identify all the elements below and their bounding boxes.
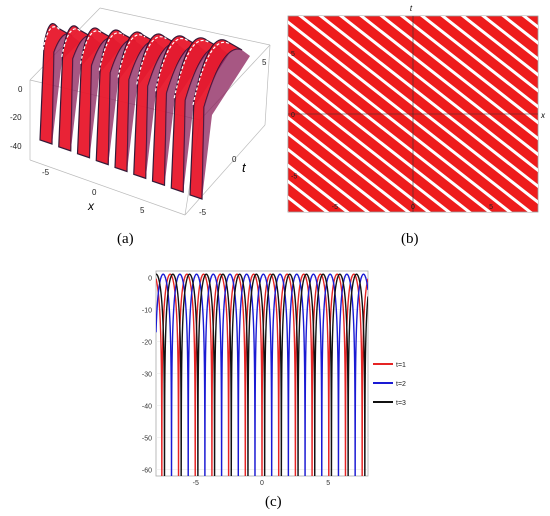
- density-band: [280, 0, 550, 4]
- y-tick-label: -10: [142, 307, 152, 314]
- density-band: [288, 179, 330, 212]
- surface-ridge-shade: [202, 49, 250, 199]
- surface-box-edge: [264, 44, 271, 126]
- x-tick-label: 0: [411, 204, 415, 211]
- z-tick-label: -40: [10, 142, 22, 151]
- x-tick-label: -5: [193, 480, 199, 487]
- surface-ridge-highlight: [136, 36, 167, 85]
- x-tick-label: -5: [332, 204, 338, 211]
- surface-ridge-highlight: [61, 28, 82, 57]
- x-tick-label: 5: [326, 480, 330, 487]
- surface-box-edge: [99, 7, 271, 46]
- density-band: [419, 16, 538, 109]
- x-tick-label: 0: [92, 188, 97, 197]
- density-band: [288, 163, 350, 212]
- surface-plot-a: 0 -20 -40 -5 0 5 5 0 -5 x t: [10, 7, 271, 217]
- surface-ridge-highlight: [79, 30, 103, 64]
- surface-ridge-shade: [108, 39, 144, 165]
- axis-label-x: x: [540, 111, 546, 120]
- x-tick-label: 5: [140, 206, 145, 215]
- y-tick-label: -50: [142, 436, 152, 443]
- surface-ridge-shade: [52, 34, 80, 144]
- y-tick-label: -20: [142, 339, 152, 346]
- density-band: [460, 16, 538, 77]
- surface-ridge-shade: [183, 47, 229, 193]
- series-line-t=2: [156, 273, 368, 476]
- axis-label-t: t: [242, 160, 247, 175]
- axis-label-t: t: [410, 4, 413, 13]
- y-tick-label: 5: [291, 51, 295, 58]
- x-tick-label: 0: [260, 480, 264, 487]
- density-band: [501, 16, 538, 45]
- caption-a: (a): [117, 231, 134, 247]
- surface-ridge-shade: [164, 45, 208, 186]
- axis-label-x: x: [87, 199, 95, 213]
- series-line-t=1: [156, 273, 368, 476]
- y-tick-label: -30: [142, 372, 152, 379]
- density-band: [280, 221, 550, 225]
- y-tick-label: 0: [148, 275, 152, 282]
- line-chart-c: 0-10-20-30-40-50-60-5 0 5 t=1t=2t=3: [142, 270, 406, 487]
- t-tick-label: 5: [262, 58, 267, 67]
- y-tick-label: -5: [291, 173, 297, 180]
- t-tick-label: -5: [199, 208, 207, 217]
- density-band: [288, 115, 411, 212]
- z-tick-label: -20: [10, 113, 22, 122]
- caption-b: (b): [401, 231, 419, 247]
- surface-ridge-shade: [127, 41, 165, 172]
- density-band: [480, 16, 538, 61]
- surface-ridge-highlight: [117, 34, 146, 78]
- surface-box-edge: [29, 159, 186, 216]
- x-tick-label: 5: [489, 204, 493, 211]
- surface-ridge-highlight: [42, 26, 61, 51]
- density-plot-b: -5 0 5 -5 0 5 t x: [280, 0, 550, 225]
- surface-ridge-highlight: [154, 38, 188, 92]
- surface-box-edge: [184, 124, 266, 216]
- legend-label: t=1: [396, 362, 406, 369]
- y-tick-label: -40: [142, 404, 152, 411]
- density-band: [288, 147, 371, 212]
- t-tick-label: 0: [232, 155, 237, 164]
- y-tick-label: 0: [291, 112, 295, 119]
- surface-ridge-shade: [145, 43, 187, 179]
- surface-ridge-shade: [89, 37, 123, 158]
- z-tick-label: 0: [18, 85, 23, 94]
- density-band: [288, 131, 391, 212]
- density-band: [440, 16, 538, 93]
- legend-label: t=3: [396, 400, 406, 407]
- caption-c: (c): [265, 494, 282, 510]
- x-tick-label: -5: [42, 168, 50, 177]
- surface-ridge-highlight: [98, 32, 125, 71]
- series-line-t=3: [156, 273, 368, 476]
- surface-ridge-highlight: [173, 40, 210, 99]
- surface-ridge-shade: [70, 36, 102, 151]
- legend-label: t=2: [396, 381, 406, 388]
- y-tick-label: -60: [142, 468, 152, 475]
